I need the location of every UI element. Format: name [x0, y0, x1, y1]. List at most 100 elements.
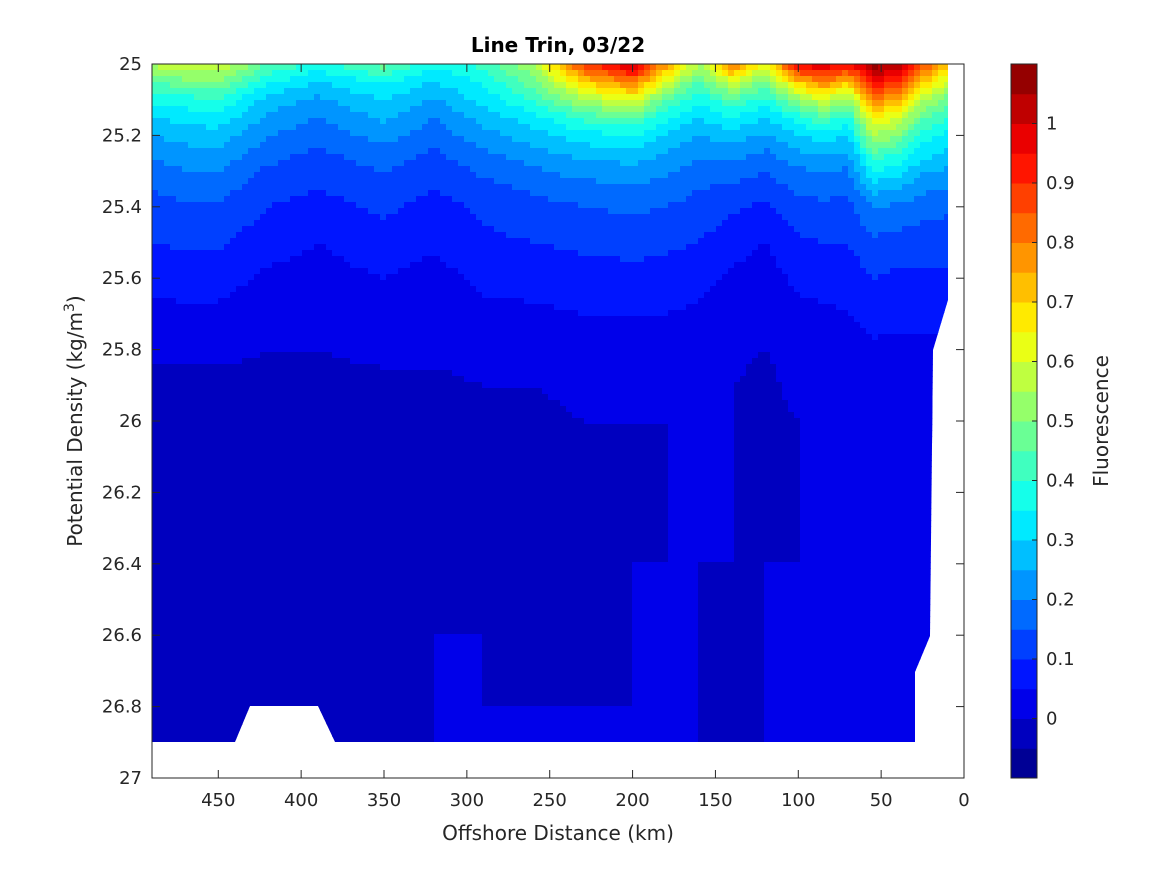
contour-cell — [476, 112, 483, 119]
contour-cell — [428, 124, 435, 131]
contour-cell — [614, 130, 621, 137]
contour-cell — [656, 124, 663, 131]
contour-cell — [260, 250, 267, 257]
contour-cell — [926, 64, 933, 71]
contour-cell — [398, 280, 405, 287]
contour-cell — [404, 268, 411, 275]
contour-cell — [722, 280, 729, 287]
contour-cell — [470, 274, 477, 281]
contour-cell — [152, 202, 159, 209]
contour-cell — [848, 94, 855, 101]
contour-cell — [674, 142, 681, 149]
contour-cell — [842, 274, 849, 281]
contour-cell — [410, 94, 417, 101]
contour-cell — [314, 166, 321, 173]
contour-cell — [698, 208, 705, 215]
contour-cell — [524, 112, 531, 119]
contour-cell — [806, 94, 813, 101]
contour-cell — [932, 70, 939, 77]
contour-cell — [680, 256, 687, 263]
contour-cell — [740, 64, 747, 71]
contour-cell — [656, 184, 663, 191]
contour-cell — [818, 274, 825, 281]
contour-cell — [728, 268, 735, 275]
contour-cell — [452, 160, 459, 167]
contour-cell — [194, 118, 201, 125]
contour-cell — [566, 202, 573, 209]
contour-cell — [560, 130, 567, 137]
contour-cell — [488, 70, 495, 77]
contour-cell — [776, 76, 783, 83]
contour-cell — [380, 220, 387, 227]
contour-cell — [242, 124, 249, 131]
contour-cell — [338, 268, 345, 275]
contour-cell — [554, 76, 561, 83]
contour-cell — [650, 268, 657, 275]
contour-cell — [782, 154, 789, 161]
contour-cell — [200, 76, 207, 83]
contour-cell — [698, 274, 705, 281]
contour-cell — [896, 202, 903, 209]
contour-cell — [554, 280, 561, 287]
contour-cell — [644, 262, 651, 269]
contour-cell — [194, 190, 201, 197]
contour-cell — [788, 130, 795, 137]
contour-cell — [218, 70, 225, 77]
contour-cell — [848, 124, 855, 131]
contour-cell — [290, 130, 297, 137]
contour-cell — [692, 214, 699, 221]
contour-cell — [194, 196, 201, 203]
contour-cell — [428, 232, 435, 239]
contour-cell — [242, 106, 249, 113]
contour-cell — [194, 274, 201, 281]
contour-cell — [188, 274, 195, 281]
contour-cell — [734, 172, 741, 179]
contour-cell — [926, 208, 933, 215]
contour-cell — [812, 172, 819, 179]
contour-cell — [164, 256, 171, 263]
contour-cell — [272, 256, 279, 263]
contour-cell — [608, 106, 615, 113]
contour-cell — [200, 184, 207, 191]
contour-cell — [896, 274, 903, 281]
contour-cell — [380, 64, 387, 71]
contour-cell — [428, 64, 435, 71]
contour-cell — [884, 172, 891, 179]
contour-cell — [278, 154, 285, 161]
contour-cell — [692, 88, 699, 95]
contour-cell — [734, 262, 741, 269]
contour-cell — [608, 70, 615, 77]
contour-cell — [758, 196, 765, 203]
contour-cell — [638, 202, 645, 209]
contour-cell — [662, 130, 669, 137]
contour-cell — [158, 232, 165, 239]
contour-cell — [542, 136, 549, 143]
contour-cell — [566, 268, 573, 275]
contour-cell — [674, 82, 681, 89]
contour-cell — [152, 172, 159, 179]
contour-cell — [890, 274, 897, 281]
contour-cell — [662, 76, 669, 83]
contour-cell — [878, 202, 885, 209]
contour-cell — [920, 232, 927, 239]
contour-cell — [644, 70, 651, 77]
contour-cell — [614, 166, 621, 173]
contour-cell — [632, 172, 639, 179]
contour-cell — [866, 136, 873, 143]
contour-cell — [944, 250, 948, 257]
contour-cell — [278, 100, 285, 107]
contour-cell — [722, 76, 729, 83]
contour-cell — [218, 190, 225, 197]
contour-cell — [896, 130, 903, 137]
contour-cell — [872, 112, 879, 119]
contour-cell — [710, 166, 717, 173]
contour-cell — [374, 94, 381, 101]
contour-cell — [194, 208, 201, 215]
contour-cell — [464, 268, 471, 275]
contour-cell — [230, 172, 237, 179]
contour-cell — [710, 226, 717, 233]
contour-cell — [188, 112, 195, 119]
contour-cell — [278, 226, 285, 233]
contour-cell — [926, 202, 933, 209]
contour-cell — [800, 256, 807, 263]
